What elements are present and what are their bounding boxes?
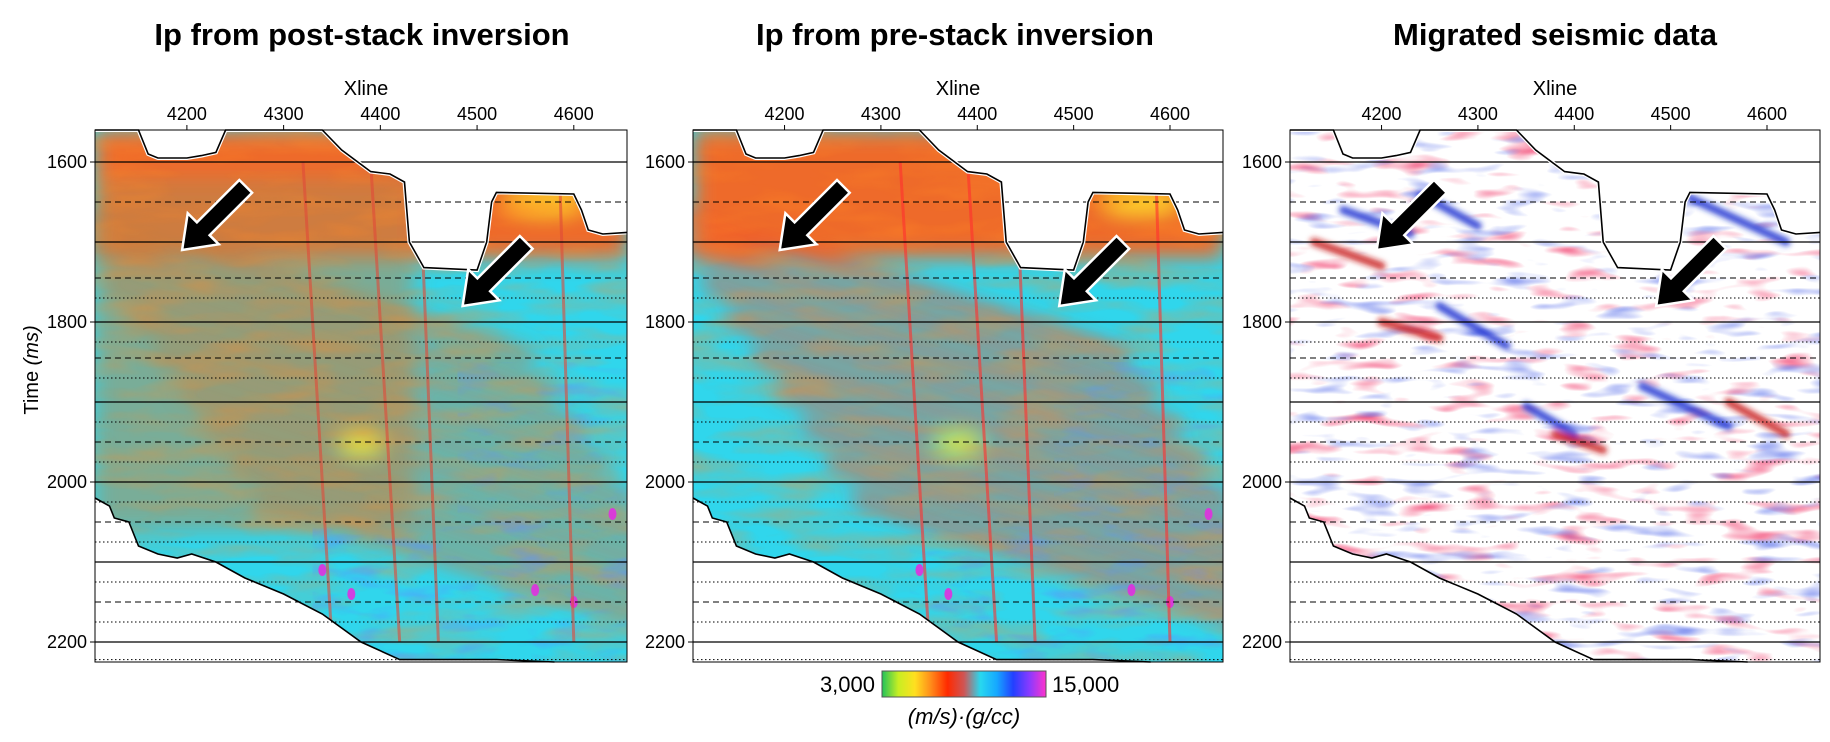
horizon-top [1290, 129, 1821, 271]
y-tick-label: 2000 [47, 472, 87, 492]
x-tick-label: 4500 [1054, 104, 1094, 124]
colorbar-max-label: 15,000 [1052, 672, 1119, 697]
panel-pre-stack: 4200 4300 4400 4500 4600 1600 1800 2000 2200 [645, 104, 1224, 663]
annotation-arrow-1 [778, 178, 852, 252]
y-axis-label: Time (ms) [21, 325, 43, 414]
x-tick-label: 4300 [861, 104, 901, 124]
annotation-arrow-1 [180, 178, 254, 252]
y-axis-label-unit: (ms) [21, 325, 43, 365]
panel-title-pre-stack: Ip from pre-stack inversion [756, 17, 1154, 52]
x-tick-label: 4200 [1362, 104, 1402, 124]
y-tick-label: 1800 [645, 312, 685, 332]
horizon-bottom [692, 497, 1151, 663]
annotation-arrow-2 [1057, 234, 1131, 308]
y-tick-label: 2200 [47, 632, 87, 652]
x-tick-label: 4500 [457, 104, 497, 124]
horizon-top [95, 129, 628, 271]
x-axis-label-post-stack: Xline [344, 78, 388, 100]
colorbar-min-label: 3,000 [820, 672, 875, 697]
x-tick-label: 4200 [167, 104, 207, 124]
plot-frame [94, 129, 628, 663]
y-tick-label: 1800 [47, 312, 87, 332]
y-axis-label-text: Time [21, 371, 43, 415]
y-tick-label: 2200 [1242, 632, 1282, 652]
colorbar-gradient [881, 670, 1047, 698]
x-tick-label: 4400 [360, 104, 400, 124]
x-tick-label: 4500 [1651, 104, 1691, 124]
x-tick-label: 4400 [1554, 104, 1594, 124]
panel-seismic: 4200 4300 4400 4500 4600 1600 1800 2000 2200 [1242, 104, 1821, 663]
panel-post-stack: 4200 4300 4400 4500 4600 1600 1800 2000 2200 [47, 104, 628, 663]
y-tick-label: 1600 [47, 152, 87, 172]
x-tick-label: 4300 [1458, 104, 1498, 124]
colorbar: 3,000 15,000 (m/s)·(g/cc) [820, 670, 1119, 729]
plot-frame [692, 129, 1224, 663]
annotation-arrow-2 [1654, 234, 1728, 308]
horizon-bottom [94, 497, 555, 663]
annotation-arrow-1 [1375, 178, 1449, 252]
y-tick-label: 2200 [645, 632, 685, 652]
x-tick-label: 4600 [1747, 104, 1787, 124]
seismic-image [95, 130, 627, 662]
horizon-top [693, 129, 1224, 271]
x-tick-label: 4300 [264, 104, 304, 124]
x-tick-label: 4400 [957, 104, 997, 124]
x-axis-label-pre-stack: Xline [936, 78, 980, 100]
annotation-arrow-2 [461, 234, 535, 308]
y-tick-label: 1600 [1242, 152, 1282, 172]
panel-title-post-stack: Ip from post-stack inversion [154, 17, 569, 52]
plot-frame [1289, 129, 1821, 663]
x-axis-label-seismic: Xline [1533, 78, 1577, 100]
y-tick-label: 2000 [645, 472, 685, 492]
y-tick-label: 1600 [645, 152, 685, 172]
x-tick-label: 4600 [1150, 104, 1190, 124]
panel-title-seismic: Migrated seismic data [1393, 17, 1718, 52]
y-tick-label: 2000 [1242, 472, 1282, 492]
x-tick-label: 4600 [554, 104, 594, 124]
x-tick-label: 4200 [765, 104, 805, 124]
colorbar-units: (m/s)·(g/cc) [908, 704, 1020, 729]
y-tick-label: 1800 [1242, 312, 1282, 332]
horizon-bottom [1289, 497, 1748, 663]
